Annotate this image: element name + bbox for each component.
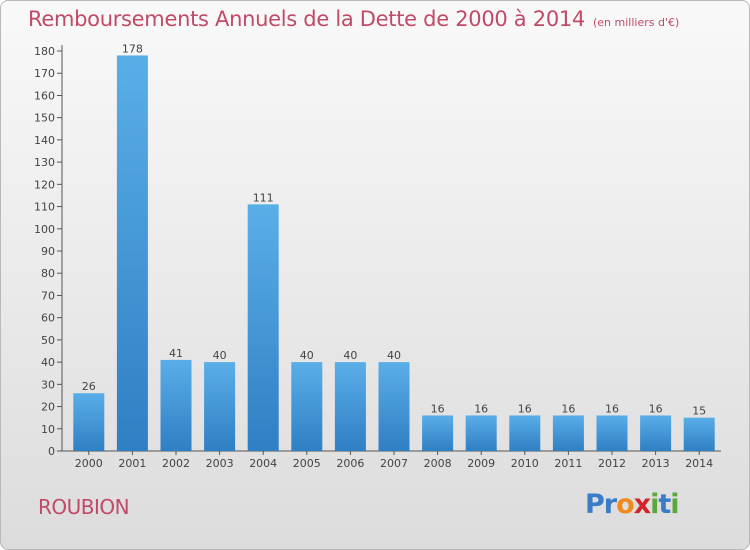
bar-value-label: 16 (605, 402, 619, 415)
bar (683, 417, 715, 451)
y-tick-label: 30 (41, 378, 55, 391)
x-tick-label: 2002 (162, 457, 190, 470)
y-tick-label: 10 (41, 423, 55, 436)
bar-value-label: 178 (122, 42, 143, 55)
x-tick-label: 2013 (642, 457, 670, 470)
bar-value-label: 16 (518, 402, 532, 415)
y-tick-label: 150 (34, 112, 55, 125)
bar-series: 26 178 41 40 111 40 40 40 16 16 16 16 16 16 15 (73, 42, 715, 451)
y-tick-label: 0 (48, 445, 55, 458)
x-tick-label: 2005 (293, 457, 321, 470)
bar (640, 415, 672, 451)
bar-value-label: 40 (300, 349, 314, 362)
logo-letter: i (670, 489, 679, 520)
y-tick-label: 130 (34, 156, 55, 169)
bar-value-label: 40 (387, 349, 401, 362)
bar (465, 415, 497, 451)
y-tick-label: 70 (41, 289, 55, 302)
bar-value-label: 111 (253, 191, 274, 204)
x-tick-label: 2014 (685, 457, 713, 470)
bar-value-label: 40 (343, 349, 357, 362)
x-tick-label: 2006 (336, 457, 364, 470)
bar-value-label: 16 (649, 402, 663, 415)
bar (204, 362, 236, 451)
logo-letter: o (616, 489, 635, 520)
x-tick-label: 2007 (380, 457, 408, 470)
bar-value-label: 40 (213, 349, 227, 362)
y-tick-label: 180 (34, 45, 55, 58)
y-tick-label: 60 (41, 312, 55, 325)
proxiti-logo[interactable]: Proxiti (585, 489, 680, 520)
logo-letter: i (650, 489, 659, 520)
logo-letter: t (658, 489, 671, 520)
y-tick-label: 80 (41, 267, 55, 280)
commune-name: ROUBION (38, 495, 130, 519)
x-axis: 2000 2001 2002 2003 2004 2005 2006 2007 2008 2009… (62, 450, 721, 470)
bar (160, 359, 192, 451)
bar (596, 415, 628, 451)
bar (422, 415, 454, 451)
bar (291, 362, 323, 451)
bar (509, 415, 541, 451)
bar (552, 415, 584, 451)
bar (73, 393, 105, 451)
logo-letter: x (633, 489, 651, 520)
logo-letter: r (603, 489, 617, 520)
chart-unit: (en milliers d'€) (593, 16, 680, 29)
y-tick-label: 40 (41, 356, 55, 369)
y-axis: 0 10 20 30 40 50 60 70 80 90 100 110 120 130 140 150 160… (34, 45, 63, 458)
x-tick-label: 2010 (511, 457, 539, 470)
bar-value-label: 26 (82, 380, 96, 393)
x-tick-label: 2011 (554, 457, 582, 470)
bar-value-label: 41 (169, 347, 183, 360)
y-tick-label: 120 (34, 178, 55, 191)
bar (247, 204, 279, 451)
bar-value-label: 16 (431, 402, 445, 415)
y-tick-label: 50 (41, 334, 55, 347)
x-tick-label: 2012 (598, 457, 626, 470)
bar-value-label: 15 (692, 405, 706, 418)
bar (116, 55, 148, 451)
y-tick-label: 170 (34, 67, 55, 80)
logo-letter: P (585, 489, 605, 520)
chart-title-text: Remboursements Annuels de la Dette de 20… (28, 7, 585, 31)
x-tick-label: 2004 (249, 457, 277, 470)
bar (334, 362, 366, 451)
bar-value-label: 16 (474, 402, 488, 415)
y-tick-label: 20 (41, 401, 55, 414)
y-tick-label: 100 (34, 223, 55, 236)
y-tick-label: 90 (41, 245, 55, 258)
x-tick-label: 2000 (75, 457, 103, 470)
y-tick-label: 110 (34, 201, 55, 214)
x-tick-label: 2009 (467, 457, 495, 470)
x-tick-label: 2001 (118, 457, 146, 470)
y-tick-label: 160 (34, 89, 55, 102)
chart-title: Remboursements Annuels de la Dette de 20… (28, 7, 679, 31)
bar-value-label: 16 (561, 402, 575, 415)
x-tick-label: 2003 (206, 457, 234, 470)
x-tick-label: 2008 (424, 457, 452, 470)
y-tick-label: 140 (34, 134, 55, 147)
bar (378, 362, 410, 451)
